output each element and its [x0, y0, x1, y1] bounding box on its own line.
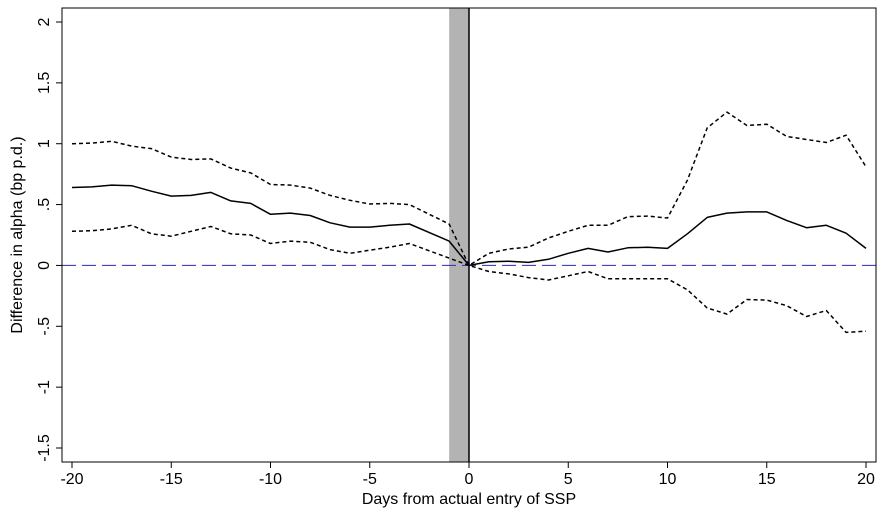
series-line-upper-ci	[71, 111, 867, 267]
series-line-lower-ci	[71, 224, 867, 334]
y-tick-label: .5	[36, 198, 53, 211]
y-tick-label: -1.5	[36, 434, 53, 462]
y-tick-label: -.5	[36, 317, 53, 336]
reference-lines-layer	[62, 8, 876, 462]
y-tick-label: 2	[36, 17, 53, 26]
x-tick-label: -20	[60, 471, 83, 488]
y-tick-label: 1	[36, 139, 53, 148]
series-line-estimate	[71, 184, 867, 267]
shaded-band	[449, 8, 469, 462]
x-tick-label: 0	[465, 471, 474, 488]
x-tick-label: 5	[564, 471, 573, 488]
shaded-band-layer	[449, 8, 469, 462]
x-axis-title: Days from actual entry of SSP	[362, 491, 576, 508]
x-tick-label: 15	[758, 471, 776, 488]
series-layer	[71, 111, 867, 334]
x-tick-label: -15	[160, 471, 183, 488]
x-tick-label: -5	[363, 471, 377, 488]
y-tick-label: 1.5	[36, 72, 53, 94]
x-tick-label: -10	[259, 471, 282, 488]
x-tick-label: 20	[857, 471, 875, 488]
y-tick-label: -1	[36, 380, 53, 394]
x-axis: -20 -15 -10 -5 0 5 10 15 20	[60, 462, 875, 488]
x-tick-label: 10	[659, 471, 677, 488]
y-axis-title: Difference in alpha (bp p.d.)	[9, 136, 26, 333]
y-axis: -1.5 -1 -.5 0 .5 1 1.5 2	[36, 17, 62, 462]
y-tick-label: 0	[36, 261, 53, 270]
